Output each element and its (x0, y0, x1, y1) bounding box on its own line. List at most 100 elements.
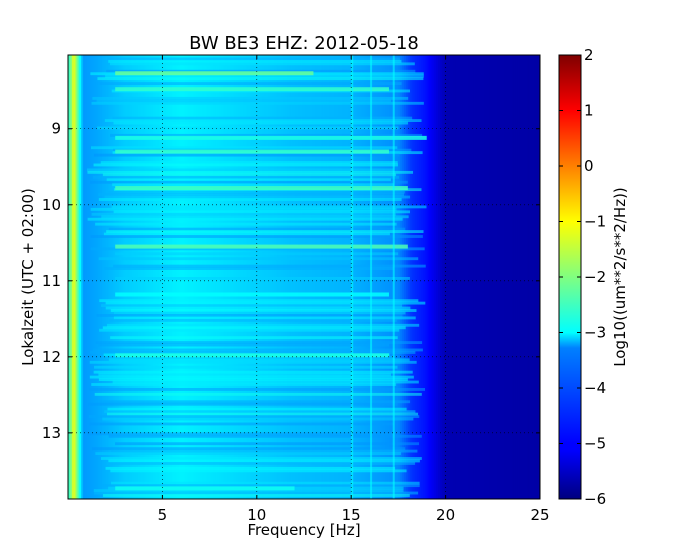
x-tick-label: 20 (436, 506, 455, 524)
heatmap-cell (108, 434, 422, 438)
heatmap-cell (502, 55, 505, 499)
heatmap-cell (517, 55, 520, 499)
heatmap-cell (111, 55, 114, 499)
heatmap-cell (449, 55, 452, 499)
heatmap-cell (88, 55, 92, 499)
heatmap-cell (91, 212, 397, 216)
y-tick-label: 11 (42, 272, 61, 290)
heatmap-cell (83, 55, 86, 499)
heatmap-cell (487, 55, 490, 499)
heatmap-cell (89, 375, 414, 379)
heatmap-cell (98, 193, 404, 196)
heatmap-cell (460, 55, 464, 499)
heatmap-cell (71, 55, 75, 499)
heatmap-cell (434, 55, 437, 499)
colorbar-tick-label: 2 (584, 46, 594, 64)
y-tick-label: 12 (42, 348, 61, 366)
heatmap-cell (498, 55, 501, 499)
heatmap-cell (113, 210, 410, 214)
heatmap-cell (115, 186, 408, 191)
heatmap-cell (90, 247, 425, 251)
heatmap-cell (409, 55, 413, 499)
heatmap-cell (115, 87, 389, 92)
heatmap-cell (105, 74, 424, 78)
heatmap-cell (441, 55, 445, 499)
heatmap-cell (89, 360, 417, 364)
heatmap-cell (104, 410, 416, 414)
heatmap-cell (115, 486, 295, 491)
heatmap-cell (96, 314, 403, 317)
heatmap-cell (109, 55, 113, 499)
heatmap-cell (99, 328, 400, 332)
heatmap-cell (462, 55, 466, 499)
heatmap-cell (90, 146, 398, 150)
heatmap-cell (81, 55, 84, 499)
heatmap-cell (519, 55, 522, 499)
heatmap-cell (104, 195, 411, 199)
heatmap-cell (430, 55, 433, 499)
heatmap-cell (490, 55, 494, 499)
heatmap-cell (417, 55, 420, 499)
heatmap-cell (102, 484, 420, 488)
heatmap-cell (102, 417, 414, 421)
heatmap-cell (96, 55, 99, 499)
heatmap-cell (101, 457, 422, 460)
colorbar-tick-label: −5 (584, 435, 606, 453)
heatmap-cell (470, 55, 473, 499)
heatmap-cell (415, 55, 418, 499)
heatmap-cell (115, 252, 399, 256)
y-axis-ticks: 9 10 11 12 13 (42, 120, 540, 442)
heatmap-cell (107, 407, 407, 411)
heatmap-cell (110, 62, 415, 66)
heatmap-cell (93, 365, 398, 369)
heatmap-cell (90, 180, 408, 184)
heatmap-cell (88, 402, 398, 406)
heatmap-cell (110, 469, 407, 473)
heatmap-cell (68, 55, 71, 499)
heatmap-cell (109, 318, 397, 322)
heatmap-cell (113, 55, 116, 499)
heatmap-cell (103, 55, 107, 499)
heatmap-cell (453, 55, 456, 499)
heatmap-cell (95, 222, 397, 226)
colorbar-tick-label: −1 (584, 213, 606, 231)
heatmap-cell (426, 55, 430, 499)
heatmap-cell (504, 55, 507, 499)
heatmap-cell (88, 415, 420, 418)
colorbar-tick-label: −3 (584, 324, 606, 342)
heatmap-cell (108, 227, 406, 231)
heatmap-cell (489, 55, 492, 499)
heatmap-cell (102, 173, 397, 177)
heatmap-cell (93, 163, 398, 167)
heatmap-cell (445, 55, 449, 499)
heatmap-cell (101, 215, 409, 219)
heatmap-cell (115, 277, 410, 280)
heatmap-cell (524, 55, 528, 499)
heatmap-cell (523, 55, 526, 499)
heatmap-cell (91, 101, 424, 105)
heatmap-cell (98, 55, 101, 499)
y-axis-label: Lokalzeit (UTC + 02:00) (19, 188, 37, 366)
heatmap-cell (479, 55, 483, 499)
heatmap-cell (69, 55, 73, 499)
heatmap-cell (110, 133, 423, 137)
heatmap-cell (111, 205, 427, 209)
colorbar: 2 1 0 −1 −2 −3 −4 −5 −6 Log10((um**2/s**2/Hz)) (558, 46, 629, 508)
heatmap-cell (107, 57, 400, 61)
heatmap-cell (106, 230, 424, 233)
heatmap-cell (424, 55, 428, 499)
heatmap-cell (106, 69, 416, 73)
heatmap-cell (98, 257, 419, 261)
heatmap-cell (443, 55, 447, 499)
colorbar-ticks: 2 1 0 −1 −2 −3 −4 −5 −6 (559, 46, 606, 508)
heatmap-cell (538, 55, 540, 499)
x-axis-label: Frequency [Hz] (247, 521, 360, 539)
heatmap-cell (432, 55, 435, 499)
heatmap-cell (86, 168, 394, 172)
heatmap-cell (105, 466, 396, 470)
heatmap-cell (392, 55, 395, 499)
heatmap-cell (93, 370, 413, 374)
heatmap-cell (107, 462, 416, 465)
heatmap-cell (106, 178, 391, 182)
heatmap-cell (115, 442, 420, 446)
